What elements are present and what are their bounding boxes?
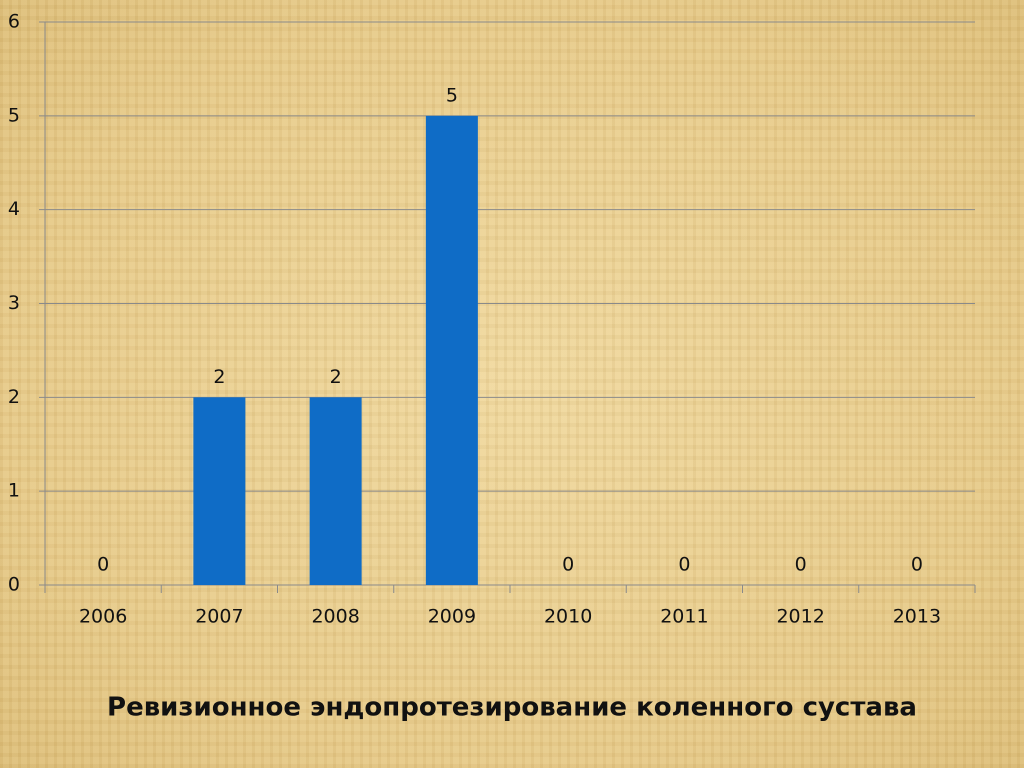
x-tick-label: 2012 [776, 606, 824, 628]
y-tick-label: 6 [8, 11, 20, 33]
bar [193, 397, 246, 585]
x-tick-label: 2011 [660, 606, 708, 628]
y-tick-label: 2 [8, 386, 20, 408]
data-label: 0 [678, 554, 690, 576]
data-label: 2 [330, 366, 342, 388]
chart-title: Ревизионное эндопротезирование коленного… [107, 693, 917, 723]
data-label: 5 [446, 84, 458, 106]
y-tick-label: 3 [8, 292, 20, 314]
x-tick-label: 2013 [893, 606, 941, 628]
data-label: 0 [911, 554, 923, 576]
x-tick-label: 2007 [195, 606, 243, 628]
x-tick-label: 2009 [428, 606, 476, 628]
y-tick-label: 0 [8, 574, 20, 596]
y-tick-label: 4 [8, 198, 20, 220]
x-tick-label: 2006 [79, 606, 127, 628]
y-tick-label: 1 [8, 480, 20, 502]
x-tick-label: 2008 [311, 606, 359, 628]
data-label: 0 [795, 554, 807, 576]
y-tick-label: 5 [8, 104, 20, 126]
data-label: 2 [213, 366, 225, 388]
data-label: 0 [562, 554, 574, 576]
bar [309, 397, 362, 585]
data-label: 0 [97, 554, 109, 576]
bar [425, 115, 478, 585]
x-tick-label: 2010 [544, 606, 592, 628]
